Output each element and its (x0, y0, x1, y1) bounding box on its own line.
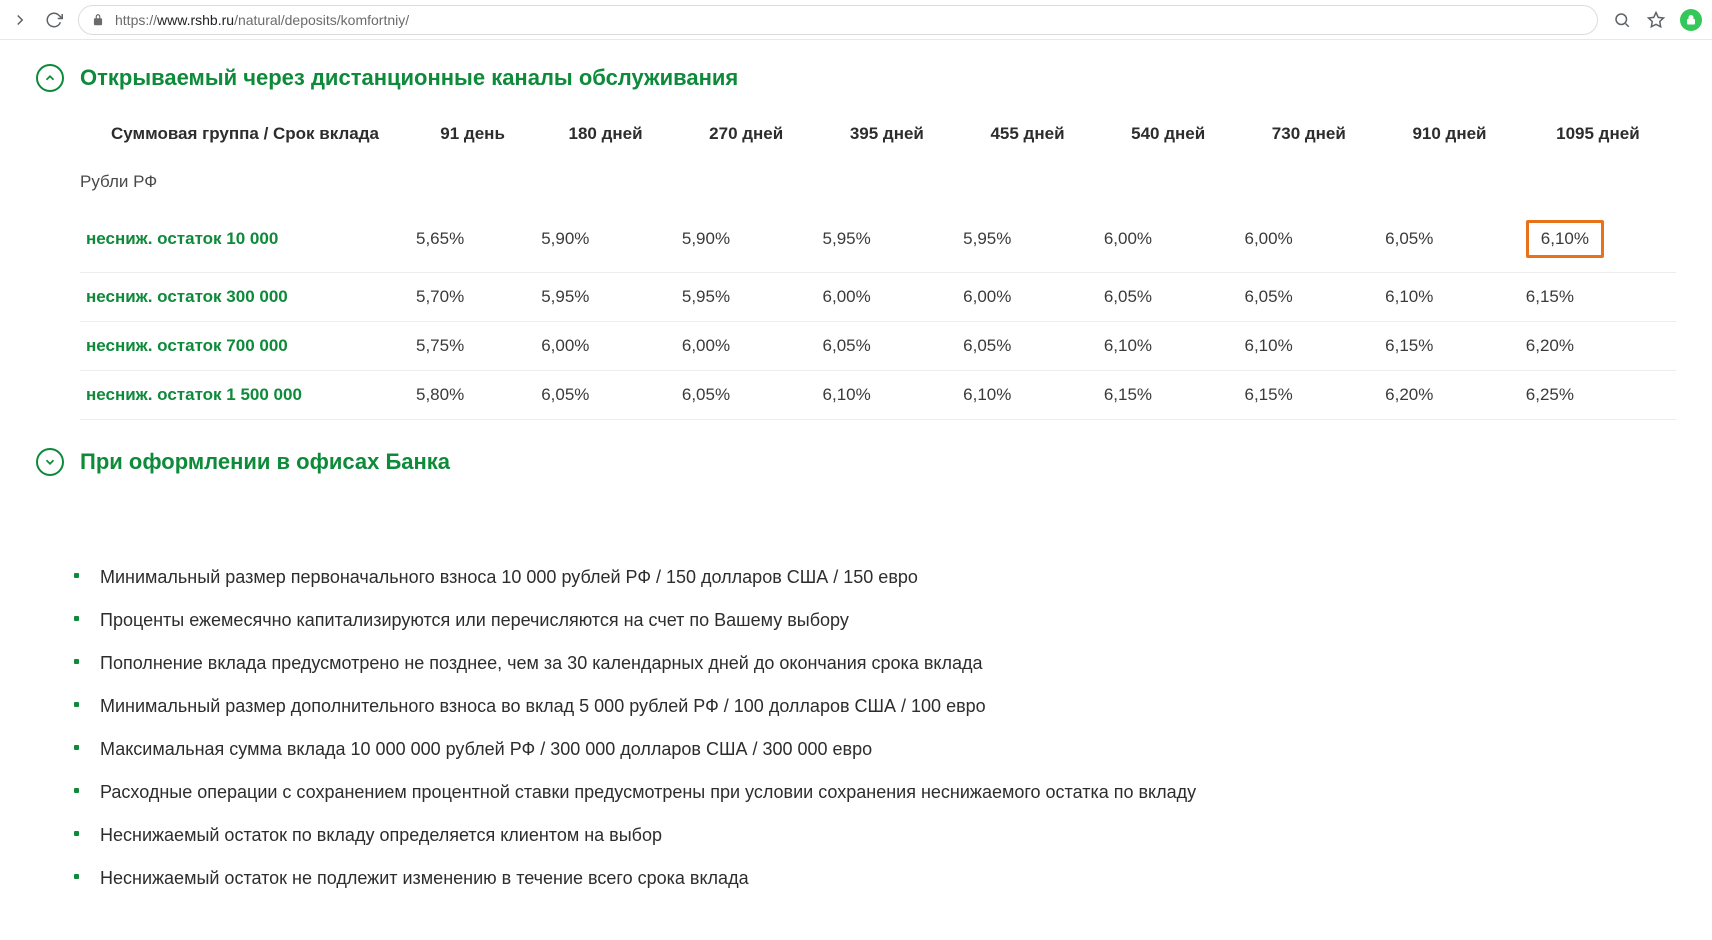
rate-cell: 6,05% (676, 371, 817, 420)
rate-cell-highlighted: 6,10% (1520, 206, 1676, 273)
extension-badge[interactable] (1680, 9, 1702, 31)
rates-table: Суммовая группа / Срок вклада 91 день 18… (80, 112, 1676, 420)
rate-cell: 6,10% (1098, 322, 1239, 371)
rate-cell: 5,95% (817, 206, 958, 273)
rate-cell: 6,15% (1520, 273, 1676, 322)
rate-cell: 6,20% (1379, 371, 1520, 420)
lock-icon (91, 13, 105, 27)
rate-cell: 6,10% (1379, 273, 1520, 322)
rate-cell: 6,05% (1379, 206, 1520, 273)
list-item: Расходные операции с сохранением процент… (72, 771, 1676, 814)
table-header-row: Суммовая группа / Срок вклада 91 день 18… (80, 112, 1676, 162)
row-label[interactable]: несниж. остаток 1 500 000 (80, 371, 410, 420)
row-label[interactable]: несниж. остаток 300 000 (80, 273, 410, 322)
url-path: /natural/deposits/komfortniy/ (234, 12, 409, 28)
rate-cell: 6,00% (817, 273, 958, 322)
rate-cell: 6,00% (957, 273, 1098, 322)
header-period: 180 дней (535, 112, 676, 162)
list-item: Неснижаемый остаток по вкладу определяет… (72, 814, 1676, 857)
section-remote-header[interactable]: Открываемый через дистанционные каналы о… (36, 64, 1676, 92)
header-period: 1095 дней (1520, 112, 1676, 162)
collapse-icon (36, 64, 64, 92)
url-prefix: https:// (115, 12, 157, 28)
table-row: несниж. остаток 1 500 000 5,80% 6,05% 6,… (80, 371, 1676, 420)
url-domain: www.rshb.ru (157, 12, 234, 28)
rate-cell: 5,70% (410, 273, 535, 322)
list-item: Минимальный размер дополнительного взнос… (72, 685, 1676, 728)
section-office-title: При оформлении в офисах Банка (80, 449, 450, 475)
row-label[interactable]: несниж. остаток 700 000 (80, 322, 410, 371)
rate-cell: 6,25% (1520, 371, 1676, 420)
forward-button[interactable] (10, 10, 30, 30)
list-item: Неснижаемый остаток не подлежит изменени… (72, 857, 1676, 900)
rate-cell: 6,00% (1238, 206, 1379, 273)
url-text: https://www.rshb.ru/natural/deposits/kom… (115, 12, 409, 28)
section-office-header[interactable]: При оформлении в офисах Банка (36, 448, 1676, 476)
list-item: Максимальная сумма вклада 10 000 000 руб… (72, 728, 1676, 771)
rate-cell: 5,95% (676, 273, 817, 322)
bookmark-star-icon[interactable] (1646, 10, 1666, 30)
rate-cell: 6,10% (957, 371, 1098, 420)
rate-cell: 5,95% (957, 206, 1098, 273)
row-label[interactable]: несниж. остаток 10 000 (80, 206, 410, 273)
rate-cell: 6,00% (535, 322, 676, 371)
rate-cell: 5,65% (410, 206, 535, 273)
list-item: Пополнение вклада предусмотрено не поздн… (72, 642, 1676, 685)
header-period: 395 дней (817, 112, 958, 162)
header-period: 730 дней (1238, 112, 1379, 162)
reload-button[interactable] (44, 10, 64, 30)
table-row: несниж. остаток 300 000 5,70% 5,95% 5,95… (80, 273, 1676, 322)
rate-cell: 6,05% (1098, 273, 1239, 322)
header-period: 270 дней (676, 112, 817, 162)
table-row: несниж. остаток 700 000 5,75% 6,00% 6,00… (80, 322, 1676, 371)
rate-cell: 6,00% (1098, 206, 1239, 273)
rate-cell: 6,20% (1520, 322, 1676, 371)
table-row: несниж. остаток 10 000 5,65% 5,90% 5,90%… (80, 206, 1676, 273)
zoom-icon[interactable] (1612, 10, 1632, 30)
rate-cell: 6,05% (1238, 273, 1379, 322)
rate-cell: 6,05% (535, 371, 676, 420)
terms-list: Минимальный размер первоначального взнос… (72, 556, 1676, 900)
list-item: Минимальный размер первоначального взнос… (72, 556, 1676, 599)
highlighted-rate: 6,10% (1526, 220, 1604, 258)
header-label: Суммовая группа / Срок вклада (80, 112, 410, 162)
header-period: 540 дней (1098, 112, 1239, 162)
rate-cell: 5,75% (410, 322, 535, 371)
rate-cell: 5,90% (676, 206, 817, 273)
rate-cell: 6,15% (1238, 371, 1379, 420)
currency-label: Рубли РФ (80, 162, 1676, 206)
section-remote-title: Открываемый через дистанционные каналы о… (80, 65, 738, 91)
page-content: Открываемый через дистанционные каналы о… (0, 40, 1712, 940)
expand-icon (36, 448, 64, 476)
rate-cell: 5,90% (535, 206, 676, 273)
header-period: 910 дней (1379, 112, 1520, 162)
rate-cell: 6,10% (817, 371, 958, 420)
rate-cell: 6,10% (1238, 322, 1379, 371)
rate-cell: 6,15% (1098, 371, 1239, 420)
header-period: 91 день (410, 112, 535, 162)
header-period: 455 дней (957, 112, 1098, 162)
address-bar[interactable]: https://www.rshb.ru/natural/deposits/kom… (78, 5, 1598, 35)
list-item: Проценты ежемесячно капитализируются или… (72, 599, 1676, 642)
rate-cell: 6,05% (817, 322, 958, 371)
rate-cell: 6,00% (676, 322, 817, 371)
currency-row: Рубли РФ (80, 162, 1676, 206)
browser-toolbar: https://www.rshb.ru/natural/deposits/kom… (0, 0, 1712, 40)
rate-cell: 5,95% (535, 273, 676, 322)
rate-cell: 6,15% (1379, 322, 1520, 371)
rate-cell: 5,80% (410, 371, 535, 420)
rate-cell: 6,05% (957, 322, 1098, 371)
